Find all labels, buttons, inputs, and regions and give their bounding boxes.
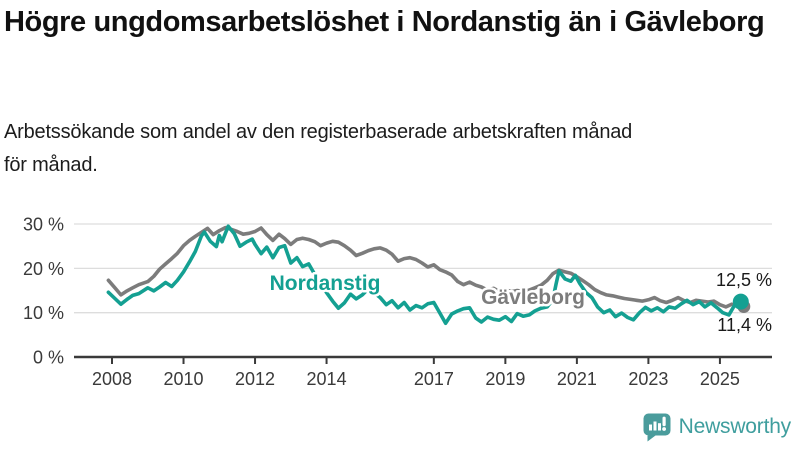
x-axis-label: 2019 xyxy=(485,369,525,389)
end-dot-nordanstig xyxy=(732,293,749,310)
series-line-gavleborg xyxy=(106,225,740,309)
y-axis-label: 30 % xyxy=(23,215,64,235)
logo-exclamation xyxy=(662,416,666,427)
series-line-nordanstig xyxy=(106,224,740,326)
y-axis-label: 0 % xyxy=(33,348,64,368)
series-label-gavleborg: Gävleborg xyxy=(481,286,585,309)
logo-bar-1 xyxy=(648,424,652,431)
x-axis-label: 2021 xyxy=(557,369,597,389)
chart-subtitle-line-2: för månad. xyxy=(4,154,98,176)
brand-name: Newsworthy xyxy=(678,415,792,438)
x-axis-label: 2010 xyxy=(163,369,203,389)
unemployment-line-chart: 0 % 10 % 20 % 30 % 2008 2010 2012 2014 2017 2019 2… xyxy=(23,215,772,389)
end-value-label-nordanstig: 12,5 % xyxy=(716,270,772,290)
page-title: Högre ungdomsarbetslöshet i Nordanstig ä… xyxy=(4,6,765,38)
chart-subtitle: Arbetssökande som andel av den registerb… xyxy=(4,116,796,182)
y-axis-label: 10 % xyxy=(23,303,64,323)
newsworthy-chart-speech-bubble-icon xyxy=(643,413,671,442)
y-axis-label: 20 % xyxy=(23,259,64,279)
x-axis-label: 2014 xyxy=(307,369,347,389)
x-axis-label: 2023 xyxy=(628,369,668,389)
chart-subtitle-line-1: Arbetssökande som andel av den registerb… xyxy=(4,121,633,143)
x-axis-label: 2012 xyxy=(235,369,275,389)
logo-bar-2 xyxy=(653,421,657,431)
newsworthy-branding: Newsworthy xyxy=(642,412,791,442)
end-value-label-gavleborg: 11,4 % xyxy=(717,315,772,335)
series-label-nordanstig: Nordanstig xyxy=(270,272,381,295)
logo-bar-3 xyxy=(657,423,661,431)
x-axis-label: 2025 xyxy=(700,369,740,389)
x-axis-label: 2008 xyxy=(92,369,132,389)
x-axis-label: 2017 xyxy=(414,369,454,389)
